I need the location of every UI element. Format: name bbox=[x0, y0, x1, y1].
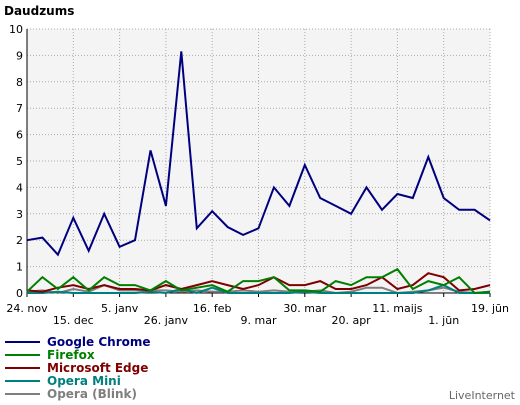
x-tick-label: 11. maijs bbox=[372, 302, 423, 315]
series-line-google-chrome bbox=[26, 51, 491, 257]
y-tick-label: 2 bbox=[16, 234, 23, 247]
y-tick-label: 9 bbox=[16, 49, 23, 62]
legend-entry: Opera Mini bbox=[47, 374, 121, 388]
y-tick-label: 4 bbox=[16, 181, 23, 194]
x-tick-label: 16. feb bbox=[193, 302, 232, 315]
y-tick-label: 8 bbox=[16, 76, 23, 89]
legend-entry: Google Chrome bbox=[47, 335, 151, 349]
legend-entry: Microsoft Edge bbox=[47, 361, 148, 375]
y-tick-label: 6 bbox=[16, 129, 23, 142]
y-tick-label: 0 bbox=[16, 287, 23, 300]
y-tick-label: 5 bbox=[16, 155, 23, 168]
x-tick-label: 15. dec bbox=[53, 314, 94, 327]
y-tick-label: 3 bbox=[16, 208, 23, 221]
x-tick-label: 1. jūn bbox=[428, 314, 459, 327]
y-tick-label: 1 bbox=[16, 261, 23, 274]
series-line-firefox bbox=[26, 267, 491, 295]
x-tick-label: 30. mar bbox=[283, 302, 326, 315]
credit-text: LiveInternet bbox=[449, 389, 516, 402]
y-axis-title: Daudzums bbox=[4, 4, 74, 18]
legend-entry: Firefox bbox=[47, 348, 95, 362]
x-tick-label: 19. jūn bbox=[471, 302, 509, 315]
x-tick-label: 9. mar bbox=[241, 314, 277, 327]
x-tick-label: 5. janv bbox=[101, 302, 139, 315]
x-tick-label: 20. apr bbox=[331, 314, 371, 327]
series-line-opera-mini bbox=[27, 284, 490, 295]
y-tick-label: 7 bbox=[16, 102, 23, 115]
x-tick-label: 26. janv bbox=[144, 314, 189, 327]
y-tick-label: 10 bbox=[9, 23, 23, 36]
legend-entry: Opera (Blink) bbox=[47, 387, 137, 401]
x-tick-label: 24. nov bbox=[6, 302, 48, 315]
series-line-microsoft-edge bbox=[26, 272, 491, 293]
